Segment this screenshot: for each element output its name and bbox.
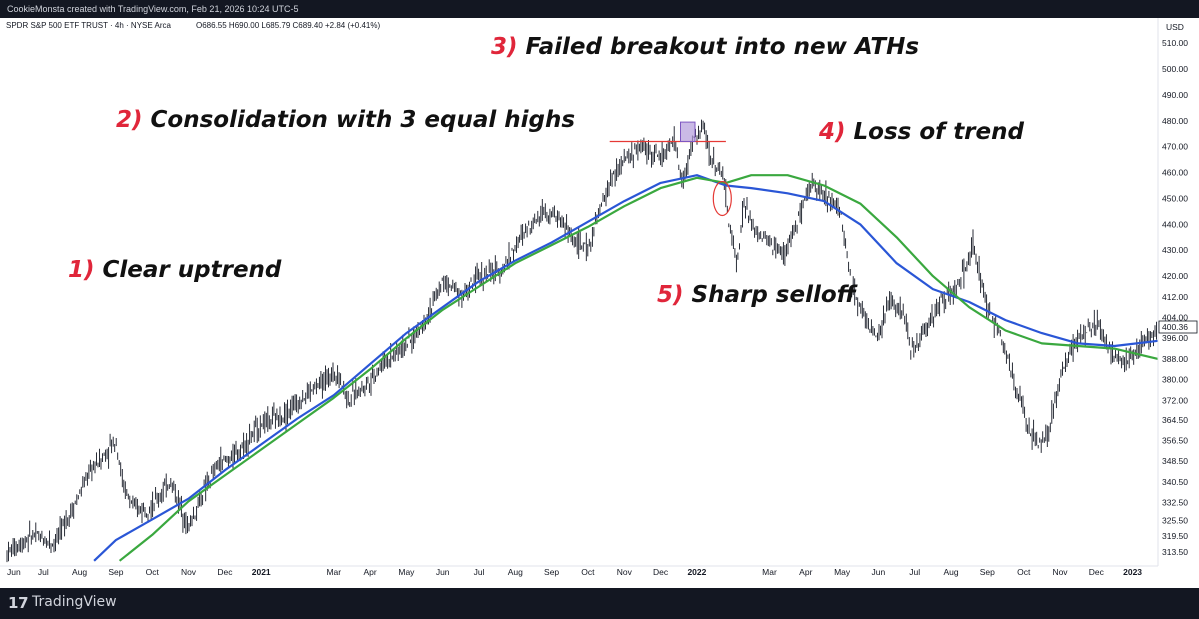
time-tick-label: Jul bbox=[474, 567, 485, 577]
time-tick-label: Apr bbox=[363, 567, 376, 577]
price-axis-bg bbox=[1158, 18, 1199, 588]
time-tick-label: Oct bbox=[581, 567, 595, 577]
price-tick-label: 480.00 bbox=[1162, 116, 1188, 126]
time-tick-label: 2023 bbox=[1123, 567, 1142, 577]
time-tick-label: Nov bbox=[181, 567, 197, 577]
annotation: 3) Failed breakout into new ATHs bbox=[491, 34, 919, 60]
annotation-text: Loss of trend bbox=[854, 119, 1025, 145]
price-tick-label: 404.00 bbox=[1162, 313, 1188, 323]
time-tick-label: Oct bbox=[1017, 567, 1031, 577]
chart-credit-bar: CookieMonsta created with TradingView.co… bbox=[0, 0, 1199, 18]
annotation: 4) Loss of trend bbox=[818, 119, 1025, 145]
moving-averages-layer bbox=[93, 174, 1159, 562]
ohlc-legend: O686.55 H690.00 L685.79 C689.40 +2.84 (+… bbox=[196, 21, 380, 30]
annotation-number: 1) bbox=[68, 257, 103, 283]
time-tick-label: Jun bbox=[436, 567, 450, 577]
price-tick-label: 372.00 bbox=[1162, 395, 1188, 405]
price-tick-label: 396.00 bbox=[1162, 333, 1188, 343]
symbol-legend: SPDR S&P 500 ETF TRUST · 4h · NYSE Arca bbox=[6, 21, 171, 30]
price-tick-label: 364.50 bbox=[1162, 415, 1188, 425]
annotation-number: 3) bbox=[491, 34, 526, 60]
annotation: 2) Consolidation with 3 equal highs bbox=[116, 107, 575, 133]
time-tick-label: May bbox=[834, 567, 851, 577]
time-tick-label: Jul bbox=[38, 567, 49, 577]
time-tick-label: Aug bbox=[72, 567, 87, 577]
time-tick-label: Nov bbox=[617, 567, 633, 577]
time-tick-label: Jul bbox=[909, 567, 920, 577]
price-tick-label: 470.00 bbox=[1162, 142, 1188, 152]
price-tick-label: 450.00 bbox=[1162, 194, 1188, 204]
price-tick-label: 420.00 bbox=[1162, 271, 1188, 281]
time-tick-label: 2022 bbox=[687, 567, 706, 577]
annotation-number: 4) bbox=[818, 119, 854, 145]
price-axis[interactable]: USD 313.50 319.50 325.50 332.50 340.50 348.50 3… bbox=[1157, 18, 1199, 588]
annotation-number: 2) bbox=[116, 107, 151, 133]
time-tick-label: Mar bbox=[762, 567, 777, 577]
price-chart[interactable]: USD 313.50 319.50 325.50 332.50 340.50 348.50 3… bbox=[0, 18, 1199, 588]
price-tick-label: 460.00 bbox=[1162, 168, 1188, 178]
last-price-tag bbox=[1158, 320, 1198, 334]
price-tick-label: 340.50 bbox=[1162, 477, 1188, 487]
price-tick-label: 412.00 bbox=[1162, 292, 1188, 302]
breakout-box bbox=[680, 121, 696, 142]
price-tick-label: 510.00 bbox=[1162, 38, 1188, 48]
time-tick-label: Sep bbox=[544, 567, 559, 577]
breakdown-circle bbox=[712, 180, 732, 217]
price-tick-label: 319.50 bbox=[1162, 531, 1188, 541]
time-tick-label: 2021 bbox=[252, 567, 271, 577]
annotation: 5) Sharp selloff bbox=[657, 282, 859, 308]
price-tick-label: 380.00 bbox=[1162, 375, 1188, 385]
price-tick-label: 332.50 bbox=[1162, 498, 1188, 508]
currency-label: USD bbox=[1166, 22, 1184, 32]
annotation-text: Failed breakout into new ATHs bbox=[526, 34, 920, 60]
time-tick-label: May bbox=[398, 567, 415, 577]
chart-credit: CookieMonsta created with TradingView.co… bbox=[7, 4, 299, 14]
annotation-text: Sharp selloff bbox=[692, 282, 859, 308]
moving-average-line bbox=[93, 174, 1159, 562]
moving-average-line bbox=[118, 174, 1159, 562]
annotation-number: 5) bbox=[657, 282, 692, 308]
price-tick-label: 440.00 bbox=[1162, 219, 1188, 229]
time-axis[interactable]: Jun Jul Aug Sep Oct Nov Dec 2021 Mar Apr May Jun Jul… bbox=[0, 565, 1158, 577]
time-tick-label: Dec bbox=[653, 567, 669, 577]
time-tick-label: Sep bbox=[980, 567, 995, 577]
chart-area[interactable]: USD 313.50 319.50 325.50 332.50 340.50 348.50 3… bbox=[0, 18, 1199, 588]
price-tick-label: 430.00 bbox=[1162, 245, 1188, 255]
annotation-text: Clear uptrend bbox=[103, 257, 282, 283]
time-tick-label: Mar bbox=[326, 567, 341, 577]
time-tick-label: Nov bbox=[1052, 567, 1068, 577]
price-tick-label: 348.50 bbox=[1162, 456, 1188, 466]
annotation-text: Consolidation with 3 equal highs bbox=[151, 107, 576, 133]
tradingview-brand: TradingView bbox=[32, 594, 117, 610]
candles-layer bbox=[6, 119, 1159, 563]
tradingview-logo-icon: 17 bbox=[8, 594, 29, 612]
time-tick-label: Jun bbox=[7, 567, 21, 577]
time-tick-label: Apr bbox=[799, 567, 812, 577]
time-tick-label: Dec bbox=[217, 567, 233, 577]
price-tick-label: 356.50 bbox=[1162, 436, 1188, 446]
time-tick-label: Aug bbox=[508, 567, 523, 577]
annotation: 1) Clear uptrend bbox=[68, 257, 282, 283]
price-tick-label: 388.00 bbox=[1162, 354, 1188, 364]
price-tick-label: 313.50 bbox=[1162, 547, 1188, 557]
time-tick-label: Jun bbox=[872, 567, 886, 577]
price-tick-label: 490.00 bbox=[1162, 90, 1188, 100]
tradingview-footer: 17 TradingView bbox=[0, 588, 1199, 619]
time-tick-label: Dec bbox=[1089, 567, 1105, 577]
price-tick-label: 325.50 bbox=[1162, 516, 1188, 526]
time-tick-label: Aug bbox=[943, 567, 958, 577]
price-tick-label: 500.00 bbox=[1162, 64, 1188, 74]
time-tick-label: Oct bbox=[146, 567, 160, 577]
markup-layer bbox=[609, 121, 732, 217]
annotations-layer: 1) Clear uptrend 2) Consolidation with 3 … bbox=[68, 34, 1025, 308]
last-price-label: 400.36 bbox=[1162, 322, 1188, 332]
time-tick-label: Sep bbox=[108, 567, 123, 577]
